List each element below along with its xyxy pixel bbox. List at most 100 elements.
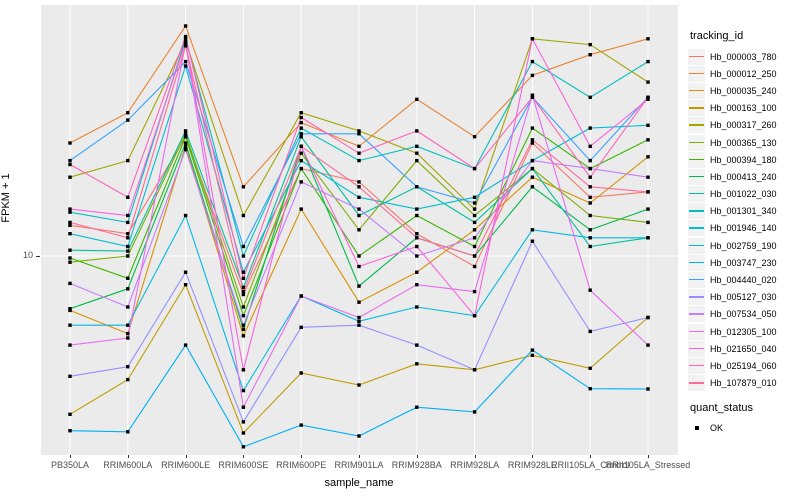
data-point <box>588 228 592 232</box>
data-point <box>472 264 477 269</box>
data-point <box>183 59 188 64</box>
data-point <box>68 256 72 260</box>
data-point <box>357 315 361 320</box>
data-point <box>183 343 188 347</box>
data-point <box>68 323 72 327</box>
legend-key-line <box>689 89 704 92</box>
data-point <box>68 343 72 347</box>
data-point <box>357 323 361 327</box>
data-point <box>126 276 130 280</box>
legend-key-swatch <box>688 100 705 117</box>
legend-item-label: Hb_007534_050 <box>710 309 777 320</box>
data-point <box>415 213 419 218</box>
x-tick-mark <box>359 455 360 458</box>
data-point <box>415 254 419 258</box>
data-point <box>415 97 419 101</box>
data-point <box>357 383 361 387</box>
data-point <box>472 289 477 294</box>
data-point <box>588 144 592 148</box>
legend-key-line <box>689 193 704 195</box>
data-point <box>646 190 650 194</box>
legend-item-Hb_107879_010: Hb_107879_010 <box>688 375 800 392</box>
legend-items-tracking-id: Hb_000003_780 Hb_000012_250 Hb_000035_240 H… <box>688 48 800 392</box>
x-tick-label-RRIM600LA: RRIM600LA <box>103 460 153 470</box>
data-point <box>415 129 419 133</box>
data-point <box>183 144 188 148</box>
data-point <box>357 129 361 133</box>
data-point <box>415 151 419 155</box>
data-point <box>126 249 130 253</box>
data-point <box>530 175 535 179</box>
legend-key-line <box>689 244 704 247</box>
data-point <box>241 305 246 309</box>
data-point <box>415 283 419 287</box>
data-point <box>126 287 130 291</box>
data-point <box>68 308 72 313</box>
data-point <box>183 141 188 145</box>
data-point <box>241 270 246 274</box>
data-point <box>183 37 188 41</box>
data-point <box>126 365 130 369</box>
data-point <box>126 213 130 218</box>
data-point <box>357 213 361 218</box>
data-point <box>299 132 303 136</box>
data-point <box>126 111 130 115</box>
legend-key-swatch <box>688 117 705 134</box>
data-point <box>68 232 72 236</box>
data-point <box>472 244 477 249</box>
data-point <box>68 210 72 214</box>
data-point <box>126 244 130 249</box>
legend-key-swatch <box>688 186 705 203</box>
data-point <box>646 236 650 240</box>
data-point <box>646 80 650 84</box>
legend-key-line <box>689 296 704 298</box>
data-point <box>299 120 303 125</box>
data-point <box>588 158 592 163</box>
x-tick-label-RRII105LA_Stressed: RRII105LA_Stressed <box>605 460 691 470</box>
legend-item-Hb_001301_340: Hb_001301_340 <box>688 203 800 220</box>
plot-panel <box>41 5 678 455</box>
legend-item-label: Hb_001301_340 <box>710 206 777 217</box>
data-point <box>646 220 650 225</box>
data-point <box>68 162 72 167</box>
data-point <box>472 254 477 258</box>
data-point <box>472 213 477 218</box>
legend-key-swatch <box>688 237 705 254</box>
legend-item-Hb_002759_190: Hb_002759_190 <box>688 237 800 254</box>
legend-item-label: Hb_012305_100 <box>710 326 777 337</box>
data-point <box>357 132 361 136</box>
data-point <box>415 236 419 240</box>
data-point <box>357 300 361 304</box>
data-point <box>472 236 477 240</box>
data-point <box>588 213 592 218</box>
data-point <box>530 353 535 357</box>
legend-quant-status: quant_status OK <box>688 402 800 437</box>
x-tick-label-RRIM600PE: RRIM600PE <box>276 460 327 470</box>
data-point <box>126 336 130 340</box>
data-point <box>68 141 72 145</box>
x-tick-mark <box>301 455 303 458</box>
x-tick-mark <box>532 455 534 458</box>
legend-key-swatch <box>688 151 705 168</box>
legend-key-swatch <box>688 272 705 289</box>
legend-key-line <box>689 330 704 332</box>
data-point <box>415 244 419 249</box>
data-point <box>183 213 188 218</box>
legend-item-Hb_025194_060: Hb_025194_060 <box>688 357 800 374</box>
data-point <box>68 429 72 433</box>
data-point <box>126 220 130 225</box>
data-point <box>530 93 535 97</box>
data-point <box>357 434 361 438</box>
legend-item-label: Hb_000394_180 <box>710 154 777 165</box>
data-point <box>241 327 246 331</box>
legend-key-line <box>689 279 704 281</box>
legend-key-line <box>689 347 704 350</box>
data-point <box>588 236 592 240</box>
legend-item-label: OK <box>710 423 724 434</box>
data-point <box>530 37 535 41</box>
x-tick-mark <box>70 455 71 458</box>
legend-item-label: Hb_001022_030 <box>710 189 777 200</box>
legend-item-Hb_003747_230: Hb_003747_230 <box>688 254 800 271</box>
data-point <box>183 283 188 287</box>
data-point <box>299 325 303 329</box>
